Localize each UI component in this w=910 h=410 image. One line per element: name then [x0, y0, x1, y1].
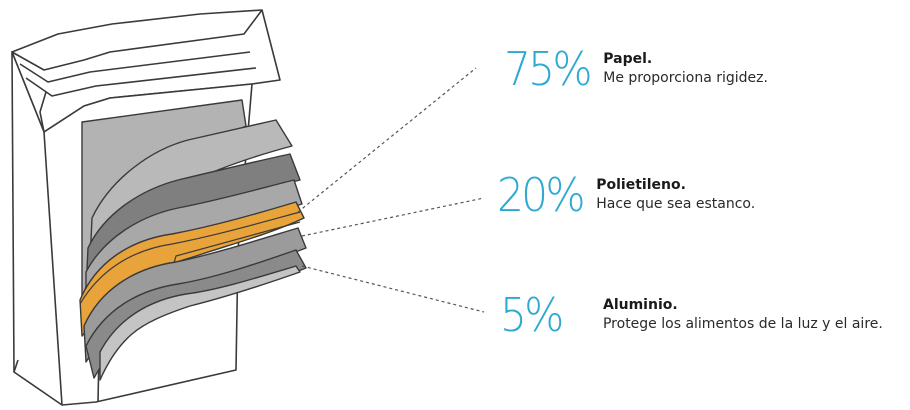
leader-line-aluminum: [301, 265, 485, 313]
peeled-layers: [79, 119, 307, 381]
layer-desc-aluminum: Protege los alimentos de la luz y el air…: [602, 316, 883, 332]
percent-aluminum: 5%: [500, 288, 564, 342]
layer-entry-aluminum: 5% Aluminio. Protege los alimentos de la…: [500, 292, 883, 338]
layer-title-aluminum: Aluminio.: [602, 297, 678, 313]
layer-entry-polyethylene: 20% Polietileno. Hace que sea estanco.: [497, 172, 755, 218]
layer-entry-paper: 75% Papel. Me proporciona rigidez.: [504, 46, 768, 92]
layer-desc-polyethylene: Hace que sea estanco.: [596, 196, 756, 212]
layer-aluminum-edge: [79, 211, 301, 305]
percent-paper: 75%: [504, 42, 593, 96]
layer-paper-bottom: [99, 265, 301, 381]
layer-title-paper: Papel.: [603, 51, 653, 67]
leader-line-paper: [297, 67, 477, 213]
percent-polyethylene: 20%: [497, 168, 586, 222]
layer-title-polyethylene: Polietileno.: [596, 177, 686, 193]
leader-line-polyethylene: [301, 197, 485, 237]
layer-desc-paper: Me proporciona rigidez.: [603, 70, 768, 86]
